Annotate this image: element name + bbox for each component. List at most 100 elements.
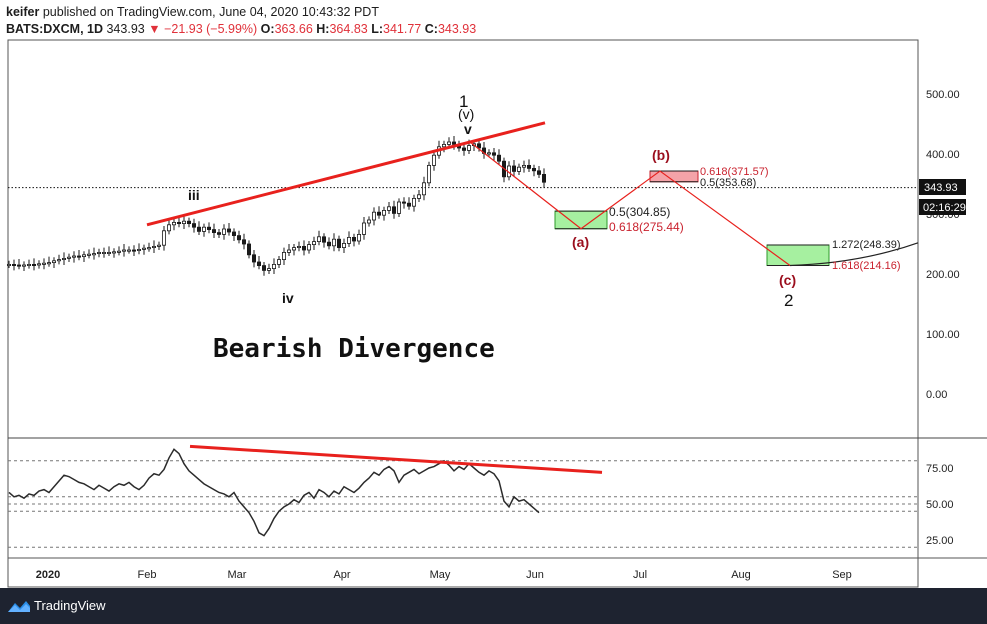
candle-body bbox=[201, 226, 206, 232]
wave-label-iv: iv bbox=[282, 290, 294, 306]
last-price-tag: 343.93 bbox=[924, 182, 958, 194]
candle-body bbox=[221, 228, 226, 235]
symbol-label[interactable]: BATS:DXCM, 1D bbox=[6, 22, 103, 36]
candle-body bbox=[32, 263, 37, 266]
candle-body bbox=[386, 206, 391, 211]
time-tick-label: Sep bbox=[832, 569, 852, 581]
candle-body bbox=[401, 201, 406, 204]
close-label: C: bbox=[424, 22, 438, 36]
wave-label-v-paren: (v) bbox=[458, 106, 474, 122]
candle-body bbox=[411, 197, 416, 207]
rsi-pane: 75.00 50.00 25.00 bbox=[8, 444, 954, 548]
candle-body bbox=[301, 245, 306, 251]
candle-body bbox=[146, 247, 151, 250]
candle-body bbox=[271, 263, 276, 269]
time-tick-label: Apr bbox=[333, 569, 350, 581]
chart-title: Bearish Divergence bbox=[213, 334, 495, 364]
candle-body bbox=[226, 228, 231, 233]
candle-body bbox=[42, 262, 47, 265]
candle-body bbox=[496, 154, 501, 162]
chart-header: keifer published on TradingView.com, Jun… bbox=[0, 0, 987, 40]
rsi-tick-label: 75.00 bbox=[926, 463, 954, 475]
candle-body bbox=[391, 206, 396, 214]
time-tick-label: Aug bbox=[731, 569, 751, 581]
candle-body bbox=[127, 249, 132, 252]
candle-body bbox=[191, 223, 196, 228]
candle-body bbox=[21, 264, 26, 267]
candle-body bbox=[446, 141, 451, 145]
candle-body bbox=[532, 167, 537, 172]
candle-body bbox=[16, 264, 21, 267]
candle-body bbox=[82, 254, 87, 258]
last-price: 343.93 bbox=[106, 22, 145, 36]
candle-body bbox=[92, 253, 97, 256]
candle-body bbox=[316, 236, 321, 243]
wave-label-a: (a) bbox=[572, 234, 589, 250]
candle-body bbox=[276, 259, 281, 265]
wave-label-b: (b) bbox=[652, 147, 670, 163]
trend-line bbox=[146, 121, 546, 227]
candle-body bbox=[461, 147, 466, 151]
price-tags: 343.93 02:16:29 bbox=[919, 179, 966, 215]
candle-body bbox=[107, 251, 112, 254]
wave-label-1: 1 bbox=[459, 92, 468, 111]
time-axis[interactable]: 2020 Feb Mar Apr May Jun Jul Aug Sep bbox=[36, 569, 852, 581]
candle-body bbox=[112, 251, 117, 254]
candle-body bbox=[122, 249, 127, 252]
candle-body bbox=[466, 145, 471, 151]
low-value: 341.77 bbox=[383, 22, 422, 36]
candle-body bbox=[62, 257, 67, 260]
published-text: published on TradingView.com, June 04, 2… bbox=[42, 5, 379, 19]
candle-body bbox=[266, 268, 271, 271]
annotation-labels: iii iv 1 (v) v (a) (b) (c) 2 Bearish Div… bbox=[188, 92, 901, 364]
wave-label-c: (c) bbox=[779, 272, 796, 288]
candle-body bbox=[72, 255, 77, 258]
fib-zone bbox=[554, 210, 608, 230]
candle-body bbox=[431, 154, 436, 166]
price-tick-label: 0.00 bbox=[926, 389, 947, 401]
candle-body bbox=[186, 220, 191, 224]
candle-body bbox=[537, 170, 542, 175]
candle-body bbox=[151, 245, 156, 248]
projection-curve bbox=[789, 242, 919, 267]
candle-body bbox=[131, 249, 136, 252]
candle-body bbox=[341, 242, 346, 248]
candle-body bbox=[52, 260, 57, 263]
tradingview-logo-icon[interactable] bbox=[7, 598, 31, 614]
candle-body bbox=[331, 238, 336, 247]
open-value: 363.66 bbox=[274, 22, 313, 36]
rsi-tick-label: 50.00 bbox=[926, 499, 954, 511]
ohlc-line: BATS:DXCM, 1D 343.93 ▼ −21.93 (−5.99%) O… bbox=[6, 22, 476, 36]
candle-body bbox=[47, 262, 52, 265]
candle-body bbox=[77, 255, 82, 258]
candle-body bbox=[311, 241, 316, 246]
candle-body bbox=[211, 229, 216, 234]
candle-body bbox=[381, 209, 386, 216]
candle-body bbox=[37, 263, 42, 266]
candle-body bbox=[196, 226, 201, 232]
candle-body bbox=[102, 251, 107, 254]
wave-overlay bbox=[8, 121, 919, 267]
candle-body bbox=[176, 221, 181, 224]
price-tick-label: 200.00 bbox=[926, 269, 960, 281]
fib-label-353: 0.5(353.68) bbox=[700, 177, 756, 189]
candle-body bbox=[206, 226, 211, 230]
chart-frame bbox=[7, 39, 987, 588]
candle-body bbox=[57, 259, 62, 262]
candle-body bbox=[171, 221, 176, 226]
candle-body bbox=[7, 263, 12, 266]
candle-body bbox=[141, 247, 146, 250]
rsi-line bbox=[8, 448, 540, 537]
candle-body bbox=[236, 235, 241, 241]
wave-label-2: 2 bbox=[784, 291, 793, 310]
price-change: −21.93 (−5.99%) bbox=[164, 22, 258, 36]
candle-body bbox=[136, 248, 141, 251]
candle-body bbox=[406, 202, 411, 207]
candle-body bbox=[161, 230, 166, 246]
footer-brand[interactable]: TradingView bbox=[34, 598, 106, 613]
fib-label-248: 1.272(248.39) bbox=[832, 239, 901, 251]
close-value: 343.93 bbox=[437, 22, 477, 36]
candle-body bbox=[376, 211, 381, 216]
